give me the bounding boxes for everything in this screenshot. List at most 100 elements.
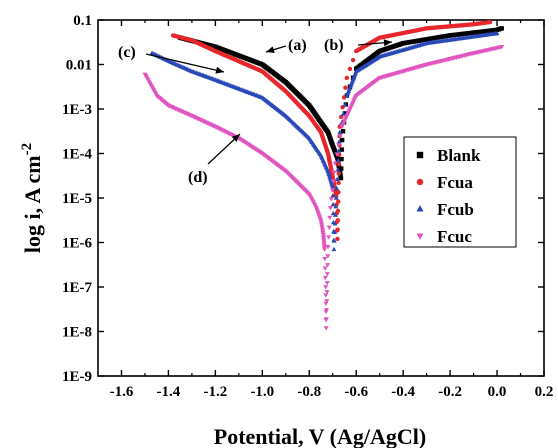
data-point <box>335 208 341 214</box>
annotation-arrow <box>207 133 241 165</box>
data-point <box>339 166 344 171</box>
data-point <box>336 171 342 176</box>
x-axis: -1.6 -1.4 -1.2 -1.0 -0.8 -0.6 -0.4 -0.2 0.0 0.2 <box>110 20 554 400</box>
data-point <box>333 195 339 200</box>
legend-label: Fcuc <box>437 227 472 246</box>
data-point <box>325 263 331 268</box>
x-tick-label: -0.6 <box>344 384 368 400</box>
data-point <box>336 161 342 167</box>
legend-marker <box>416 205 424 212</box>
data-point <box>330 210 336 216</box>
data-point <box>322 247 327 253</box>
data-point <box>338 175 344 181</box>
data-point <box>322 257 328 262</box>
legend-marker <box>416 233 424 240</box>
x-tick-label: -0.8 <box>297 384 321 400</box>
data-point <box>336 143 342 148</box>
data-point <box>334 185 340 191</box>
data-point <box>325 245 331 250</box>
data-point <box>330 192 336 198</box>
data-point <box>327 206 333 211</box>
data-point <box>339 156 344 162</box>
data-point <box>326 235 332 240</box>
data-point <box>336 139 342 144</box>
x-tick-label: 0.2 <box>535 384 554 400</box>
y-axis: 1E-9 1E-8 1E-7 1E-6 1E-5 1E-4 1E-3 0.01 0.1 <box>62 13 544 385</box>
data-point <box>343 85 348 90</box>
x-tick-label: -1.4 <box>157 384 181 400</box>
data-point <box>326 225 332 230</box>
series-fcub <box>149 30 500 252</box>
data-point <box>322 266 328 271</box>
svg-text:log i, A cm-2: log i, A cm-2 <box>19 143 45 253</box>
y-tick-label: 0.01 <box>66 58 92 74</box>
legend-label: Fcua <box>437 173 473 192</box>
y-axis-title-main: log i, A cm <box>20 155 45 253</box>
data-series <box>142 19 505 331</box>
annotation-label: (a) <box>288 37 307 54</box>
data-point <box>336 199 341 204</box>
legend-label: Blank <box>437 146 481 165</box>
legend: Blank Fcua Fcub Fcuc <box>403 136 517 248</box>
data-point <box>337 134 343 139</box>
data-point <box>335 236 340 242</box>
annotation-arrow <box>265 45 287 54</box>
annotation-arrow <box>357 39 393 47</box>
data-point <box>499 26 504 31</box>
data-point <box>324 281 330 286</box>
data-point <box>336 180 341 186</box>
legend-marker <box>416 151 424 159</box>
data-point <box>335 218 341 223</box>
data-point <box>338 114 344 120</box>
data-point <box>487 19 493 25</box>
data-point <box>323 317 329 322</box>
y-tick-label: 1E-6 <box>62 236 93 252</box>
data-point <box>330 179 336 184</box>
data-point <box>329 188 335 193</box>
data-point <box>324 299 330 304</box>
data-point <box>333 212 338 217</box>
x-axis-title: Potential, V (Ag/AgCl) <box>214 424 426 448</box>
data-point <box>333 203 339 209</box>
data-point <box>350 57 356 63</box>
x-tick-label: -1.6 <box>110 384 134 400</box>
data-point <box>330 184 336 189</box>
x-tick-label: -0.2 <box>438 384 462 400</box>
annotation-arrow <box>145 53 225 74</box>
data-point <box>342 102 348 107</box>
data-point <box>331 246 337 252</box>
data-point <box>335 167 341 172</box>
y-axis-title-superscript: -2 <box>19 143 35 156</box>
x-tick-label: 0.0 <box>488 384 507 400</box>
legend-label: Fcub <box>437 200 474 219</box>
x-tick-label: -1.2 <box>203 384 227 400</box>
data-point <box>331 238 337 243</box>
y-tick-label: 1E-3 <box>62 102 92 118</box>
data-point <box>324 308 330 313</box>
data-point <box>328 197 334 202</box>
data-point <box>335 157 341 163</box>
x-tick-label: -0.4 <box>391 384 415 400</box>
data-point <box>332 161 338 167</box>
annotation-label: (b) <box>324 37 344 54</box>
data-point <box>324 290 330 295</box>
data-point <box>337 129 343 135</box>
data-point <box>494 30 500 36</box>
y-tick-label: 1E-9 <box>62 369 92 385</box>
data-point <box>323 326 329 331</box>
annotation-label: (d) <box>188 169 208 186</box>
data-point <box>334 176 340 181</box>
data-point <box>499 45 505 50</box>
data-point <box>347 66 353 72</box>
legend-marker <box>416 178 424 186</box>
series-fcua <box>170 19 493 242</box>
annotations: (a) (b) (c) (d) <box>118 37 393 186</box>
y-tick-label: 1E-8 <box>62 325 92 341</box>
data-point <box>324 272 330 277</box>
data-point <box>339 137 345 143</box>
data-point <box>336 189 341 195</box>
data-point <box>323 285 329 290</box>
data-point <box>330 201 336 207</box>
data-point <box>342 111 348 116</box>
